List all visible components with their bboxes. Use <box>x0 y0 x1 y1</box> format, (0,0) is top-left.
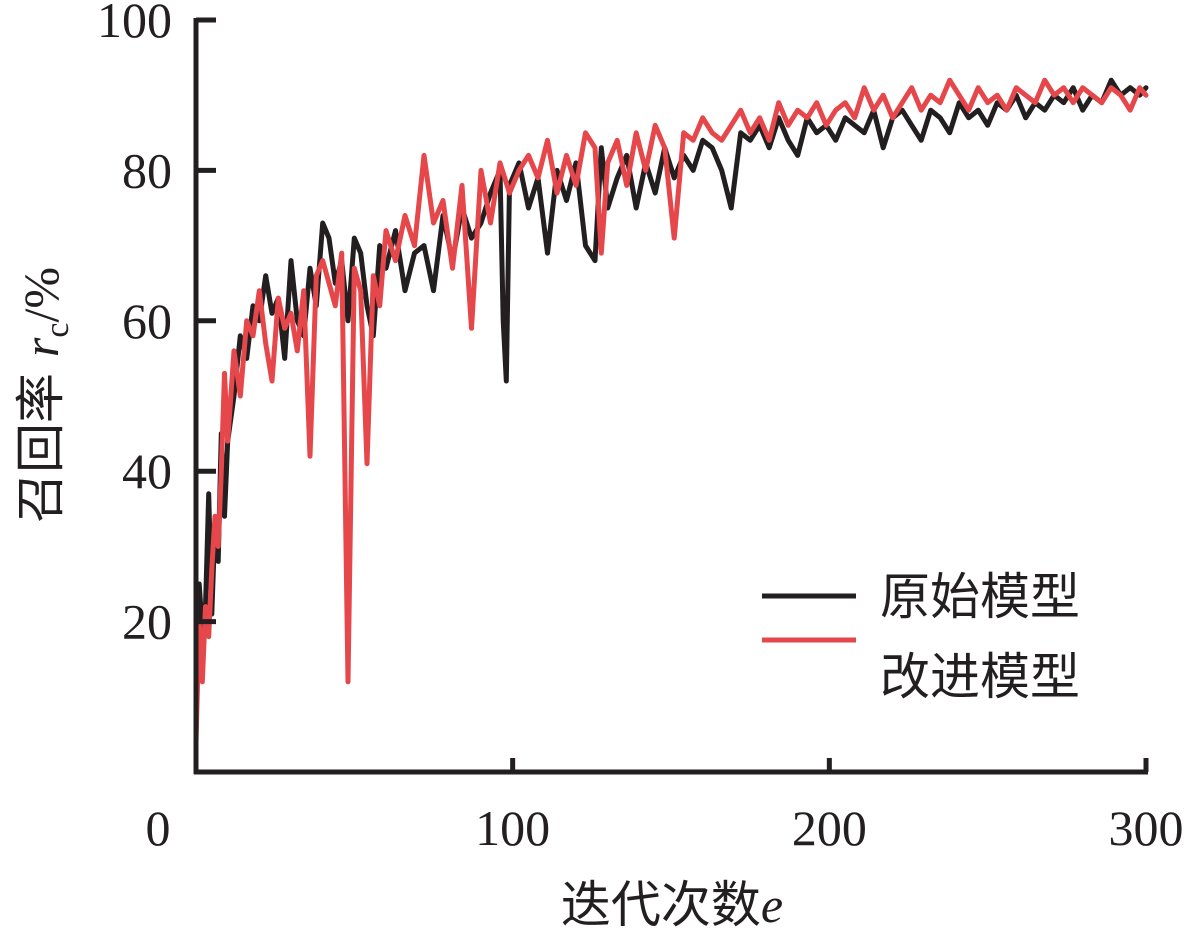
series-line-improved <box>193 77 1149 745</box>
y-axis-title: 召回率 rc/% <box>12 267 76 523</box>
x-tick-label: 100 <box>475 800 550 856</box>
y-tick-label: 40 <box>122 443 172 499</box>
axes <box>193 18 1148 775</box>
x-axis-title: 迭代次数e <box>561 876 783 934</box>
y-tick-label: 100 <box>97 0 172 48</box>
series-line-original <box>193 77 1149 685</box>
ticks: 0 100 200 300 20 40 60 80 100 <box>97 0 1184 856</box>
legend: 原始模型 改进模型 <box>762 568 1080 706</box>
x-tick-label: 0 <box>146 800 171 856</box>
x-tick-label: 200 <box>792 800 867 856</box>
series-lines <box>193 77 1149 745</box>
y-tick-label: 60 <box>122 293 172 349</box>
x-tick-label: 300 <box>1109 800 1184 856</box>
y-tick-label: 20 <box>122 594 172 650</box>
y-tick-label: 80 <box>122 142 172 198</box>
legend-label-original: 原始模型 <box>880 568 1080 626</box>
legend-label-improved: 改进模型 <box>880 648 1080 706</box>
